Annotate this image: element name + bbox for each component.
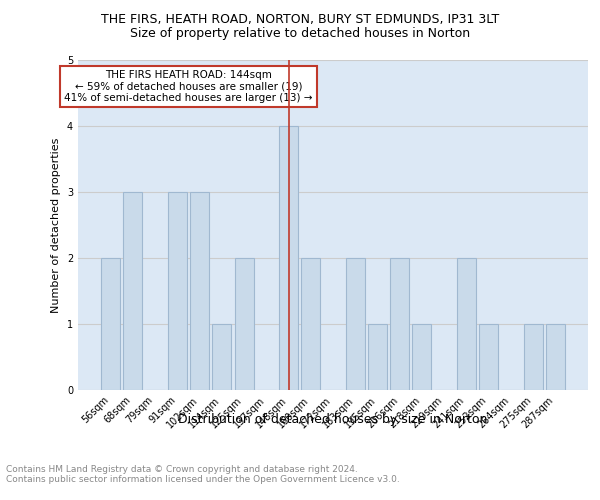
Bar <box>190 192 209 390</box>
Bar <box>390 258 409 390</box>
Bar <box>124 192 142 390</box>
Bar <box>212 324 231 390</box>
Bar <box>279 126 298 390</box>
Text: THE FIRS HEATH ROAD: 144sqm
← 59% of detached houses are smaller (19)
41% of sem: THE FIRS HEATH ROAD: 144sqm ← 59% of det… <box>64 70 313 103</box>
Bar <box>546 324 565 390</box>
Text: THE FIRS, HEATH ROAD, NORTON, BURY ST EDMUNDS, IP31 3LT: THE FIRS, HEATH ROAD, NORTON, BURY ST ED… <box>101 12 499 26</box>
Bar <box>101 258 120 390</box>
Bar <box>479 324 498 390</box>
Y-axis label: Number of detached properties: Number of detached properties <box>52 138 61 312</box>
Text: Contains HM Land Registry data © Crown copyright and database right 2024.
Contai: Contains HM Land Registry data © Crown c… <box>6 465 400 484</box>
Bar <box>368 324 387 390</box>
Bar <box>457 258 476 390</box>
Bar <box>168 192 187 390</box>
Bar <box>301 258 320 390</box>
Text: Size of property relative to detached houses in Norton: Size of property relative to detached ho… <box>130 28 470 40</box>
Bar <box>235 258 254 390</box>
Bar <box>524 324 542 390</box>
Bar <box>346 258 365 390</box>
Text: Distribution of detached houses by size in Norton: Distribution of detached houses by size … <box>178 412 488 426</box>
Bar <box>412 324 431 390</box>
